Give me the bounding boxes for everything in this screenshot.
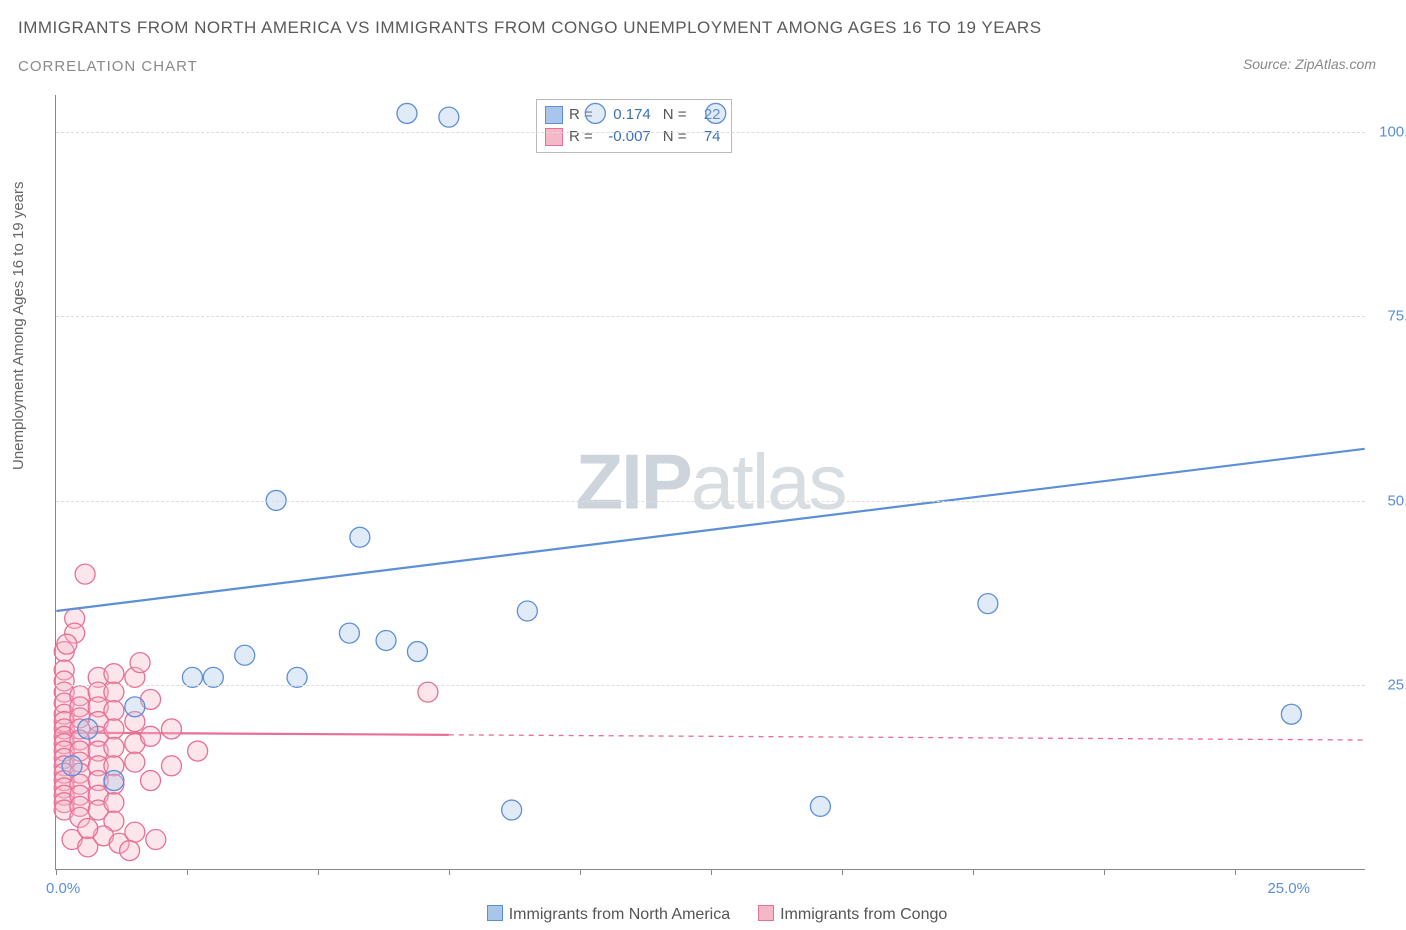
x-tick <box>973 869 974 875</box>
trend-line <box>56 449 1364 611</box>
scatter-svg <box>56 95 1365 869</box>
y-tick-label: 25.0% <box>1387 677 1406 694</box>
data-point <box>57 634 77 654</box>
legend-label: Immigrants from North America <box>509 906 730 923</box>
data-point <box>978 594 998 614</box>
data-point <box>188 741 208 761</box>
data-point <box>235 645 255 665</box>
data-point <box>141 771 161 791</box>
data-point <box>585 103 605 123</box>
y-axis-label: Unemployment Among Ages 16 to 19 years <box>10 181 27 470</box>
data-point <box>78 818 98 838</box>
x-tick <box>56 869 57 875</box>
data-point <box>125 697 145 717</box>
data-point <box>407 642 427 662</box>
x-tick <box>187 869 188 875</box>
data-point <box>810 796 830 816</box>
y-tick-label: 75.0% <box>1387 308 1406 325</box>
gridline <box>56 685 1365 686</box>
data-point <box>104 771 124 791</box>
x-tick <box>580 869 581 875</box>
data-point <box>502 800 522 820</box>
data-point <box>439 107 459 127</box>
data-point <box>141 726 161 746</box>
data-point <box>104 664 124 684</box>
data-point <box>161 756 181 776</box>
gridline <box>56 316 1365 317</box>
data-point <box>130 653 150 673</box>
source-attribution: Source: ZipAtlas.com <box>1243 56 1376 72</box>
x-tick <box>1235 869 1236 875</box>
data-point <box>146 830 166 850</box>
legend-label: Immigrants from Congo <box>780 906 947 923</box>
data-point <box>78 719 98 739</box>
data-point <box>75 564 95 584</box>
x-tick <box>842 869 843 875</box>
data-point <box>517 601 537 621</box>
legend-swatch <box>758 905 774 921</box>
chart-subtitle: CORRELATION CHART <box>18 58 198 75</box>
chart-plot-area: ZIPatlas R = 0.174 N = 22 R = -0.007 N =… <box>55 95 1365 870</box>
data-point <box>125 752 145 772</box>
data-point <box>397 103 417 123</box>
data-point <box>203 667 223 687</box>
data-point <box>706 103 726 123</box>
x-tick <box>1104 869 1105 875</box>
data-point <box>104 701 124 721</box>
trend-line-extrapolated <box>449 735 1365 740</box>
x-tick <box>318 869 319 875</box>
data-point <box>120 841 140 861</box>
y-tick-label: 100.0% <box>1379 123 1406 140</box>
x-tick <box>449 869 450 875</box>
data-point <box>287 667 307 687</box>
legend-swatch <box>487 905 503 921</box>
data-point <box>104 737 124 757</box>
data-point <box>104 793 124 813</box>
data-point <box>104 719 124 739</box>
x-tick-label-min: 0.0% <box>46 880 80 897</box>
data-point <box>62 756 82 776</box>
x-tick-label-max: 25.0% <box>1267 880 1310 897</box>
chart-title: IMMIGRANTS FROM NORTH AMERICA VS IMMIGRA… <box>18 18 1042 38</box>
data-point <box>339 623 359 643</box>
data-point <box>182 667 202 687</box>
data-point <box>125 822 145 842</box>
data-point <box>350 527 370 547</box>
series-legend: Immigrants from North America Immigrants … <box>0 905 1406 924</box>
data-point <box>376 630 396 650</box>
data-point <box>161 719 181 739</box>
data-point <box>1281 704 1301 724</box>
x-tick <box>711 869 712 875</box>
gridline <box>56 501 1365 502</box>
y-tick-label: 50.0% <box>1387 492 1406 509</box>
gridline <box>56 132 1365 133</box>
